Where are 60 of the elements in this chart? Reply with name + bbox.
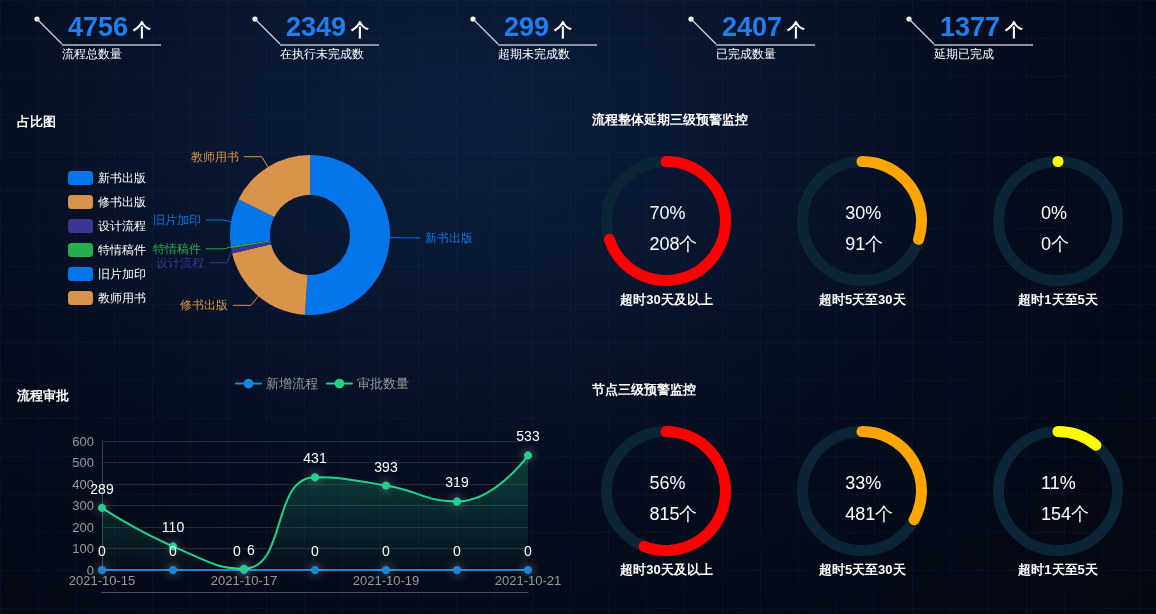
- legend-label: 教师用书: [98, 291, 146, 305]
- text: 流程整体延期三级预警监控: [592, 111, 748, 129]
- legend-label: 修书出版: [98, 195, 146, 209]
- chart-title: 占比图: [17, 114, 56, 129]
- y-tick-label: 500: [72, 455, 94, 470]
- legend-label: 审批数量: [357, 376, 409, 391]
- y-tick-label: 100: [72, 541, 94, 556]
- data-label: 0: [98, 543, 107, 559]
- legend-label: 新书出版: [98, 171, 146, 185]
- slice-label: 新书出版: [424, 230, 473, 245]
- data-label: 815个: [649, 503, 698, 525]
- category-label: 超时5天至30天: [818, 291, 906, 309]
- data-label: 319: [445, 474, 469, 491]
- slice-label: 旧片加印: [153, 213, 202, 228]
- category-label: 超时30天及以上: [620, 291, 713, 309]
- category-label: 超时1天至5天: [1018, 561, 1098, 579]
- data-label: 6: [247, 541, 256, 558]
- data-label: 0%: [1041, 202, 1068, 224]
- data-label: 30%: [845, 202, 882, 224]
- data-label: 56%: [649, 472, 686, 494]
- data-label: 154个: [1041, 503, 1090, 525]
- y-tick-label: 200: [72, 519, 94, 535]
- data-label: 0: [233, 543, 242, 559]
- data-label: 481个: [845, 503, 894, 525]
- category-label: 延期已完成: [934, 46, 994, 63]
- legend-label: 特情稿件: [98, 243, 146, 257]
- slice-label: 设计流程: [155, 255, 204, 270]
- data-label: 0: [382, 543, 391, 559]
- x-tick-label: 2021-10-17: [210, 573, 278, 588]
- x-tick-label: 2021-10-21: [494, 573, 562, 588]
- slice-label: 特情稿件: [152, 241, 201, 256]
- data-label: 33%: [845, 472, 882, 494]
- y-tick-label: 600: [72, 433, 94, 449]
- text: 节点三级预警监控: [592, 381, 696, 399]
- legend-label: 设计流程: [98, 219, 146, 233]
- data-label: 431: [303, 450, 327, 467]
- data-label: 110: [161, 519, 185, 536]
- category-label: 超时30天及以上: [620, 561, 713, 579]
- category-label: 超期未完成数: [498, 46, 570, 63]
- slice-label: 教师用书: [190, 149, 239, 164]
- data-label: 11%: [1041, 472, 1076, 494]
- data-label: 91个: [845, 233, 884, 255]
- category-label: 超时1天至5天: [1018, 291, 1098, 309]
- y-tick-label: 300: [72, 498, 94, 513]
- data-label: 533: [516, 428, 540, 445]
- slice-label: 修书出版: [179, 298, 228, 313]
- x-tick-label: 2021-10-19: [352, 573, 420, 588]
- category-label: 流程总数量: [62, 46, 122, 63]
- category-label: 在执行未完成数: [280, 46, 364, 63]
- category-label: 已完成数量: [716, 46, 776, 63]
- data-label: 0: [524, 543, 533, 559]
- data-label: 0: [311, 543, 320, 559]
- legend-label: 旧片加印: [98, 267, 146, 281]
- category-label: 超时5天至30天: [818, 561, 906, 579]
- legend-label: 新增流程: [266, 376, 318, 391]
- chart-title: 流程审批: [16, 388, 69, 403]
- data-label: 0: [453, 543, 462, 559]
- data-label: 393: [374, 458, 398, 475]
- data-label: 0个: [1041, 233, 1070, 255]
- x-tick-label: 2021-10-15: [68, 573, 136, 588]
